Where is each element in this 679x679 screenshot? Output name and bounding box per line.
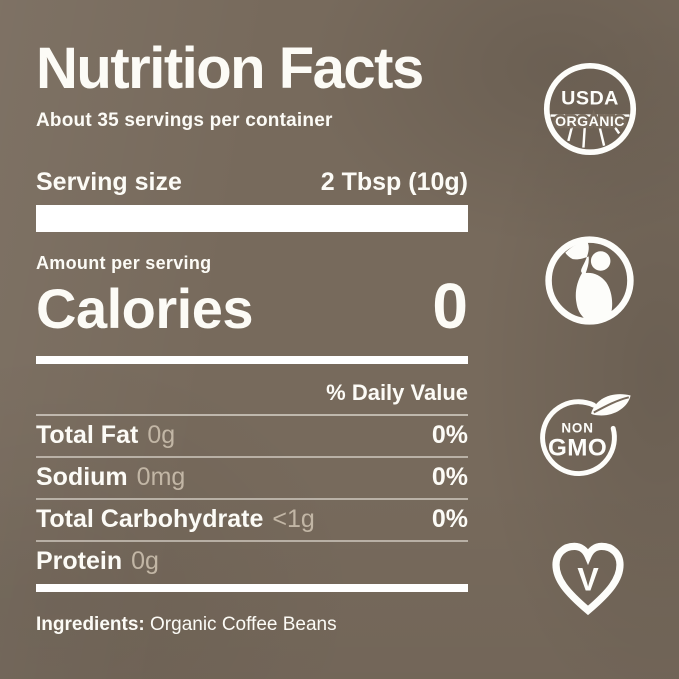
daily-value-header: % Daily Value <box>36 380 468 417</box>
calories-label: Calories <box>36 277 254 340</box>
calories-value: 0 <box>432 270 468 342</box>
organic-text: ORGANIC <box>555 113 625 129</box>
nutrient-name-amount: Total Fat 0g <box>36 421 175 450</box>
medium-divider-bar <box>36 356 468 365</box>
nutrient-name: Sodium <box>36 463 128 492</box>
ingredients-label: Ingredients: <box>36 614 145 636</box>
gmo-text: GMO <box>548 435 607 462</box>
nutrition-facts-title: Nutrition Facts <box>36 36 424 101</box>
nutrient-name: Total Fat <box>36 421 139 450</box>
nutrient-name-amount: Total Carbohydrate <1g <box>36 505 315 534</box>
amount-per-serving-label: Amount per serving <box>36 253 212 273</box>
usda-text: USDA <box>561 87 619 109</box>
nutrient-name-amount: Sodium 0mg <box>36 463 185 492</box>
thick-divider-bar <box>36 205 468 232</box>
serving-size-label: Serving size <box>36 168 182 196</box>
serving-size-value: 2 Tbsp (10g) <box>320 168 468 196</box>
vegan-v-text: V <box>577 561 599 597</box>
nutrient-amount: 0mg <box>136 463 186 492</box>
nutrient-daily-value: 0% <box>431 421 468 450</box>
nutrient-amount: 0g <box>131 546 159 575</box>
ingredients-line: Ingredients: Organic Coffee Beans <box>36 614 468 636</box>
vegan-heart-icon: V <box>548 540 628 620</box>
nutrient-name: Total Carbohydrate <box>36 504 264 533</box>
nutrient-amount: <1g <box>272 504 315 533</box>
usda-organic-icon: USDA ORGANIC <box>543 62 637 156</box>
nutrition-facts-panel: Nutrition Facts About 35 servings per co… <box>36 0 468 636</box>
nutrient-row-total-carbohydrate: Total Carbohydrate <1g 0% <box>36 500 468 542</box>
fairtrade-icon <box>543 234 636 327</box>
non-text: NON <box>561 420 594 435</box>
servings-per-container: About 35 servings per container <box>36 110 333 131</box>
nutrient-row-total-fat: Total Fat 0g 0% <box>36 416 468 459</box>
nutrient-daily-value: 0% <box>431 463 468 492</box>
nutrient-amount: 0g <box>147 421 176 450</box>
nutrient-name: Protein <box>36 546 123 575</box>
nutrient-row-protein: Protein 0g <box>36 542 468 585</box>
medium-divider-bar <box>36 584 468 593</box>
nutrient-daily-value: 0% <box>431 504 468 533</box>
non-gmo-icon: NON GMO <box>537 391 638 480</box>
serving-size-row: Serving size 2 Tbsp (10g) <box>36 168 468 197</box>
calories-row: Calories 0 <box>36 274 468 341</box>
ingredients-value: Organic Coffee Beans <box>150 614 337 636</box>
nutrient-row-sodium: Sodium 0mg 0% <box>36 458 468 500</box>
nutrient-name-amount: Protein 0g <box>36 547 159 576</box>
